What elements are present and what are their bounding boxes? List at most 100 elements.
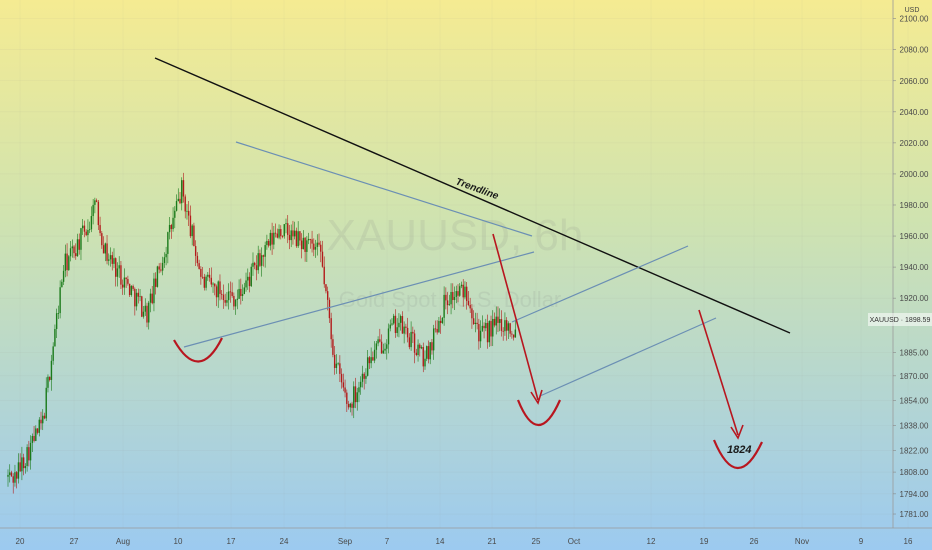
candle-body: [167, 232, 169, 254]
candle-body: [156, 266, 159, 287]
candle-body: [28, 447, 30, 461]
candle-body: [135, 292, 138, 307]
price-tick-label: 1940.00: [900, 263, 929, 272]
candle-body: [207, 274, 209, 277]
candle-body: [21, 457, 23, 472]
candle-body: [101, 233, 103, 246]
candle-body: [267, 240, 270, 246]
candle-body: [92, 204, 94, 217]
candle-body: [266, 240, 268, 246]
candle-body: [453, 296, 456, 301]
candle-body: [109, 255, 112, 260]
candle-body: [500, 319, 503, 331]
candle-body: [158, 266, 160, 270]
candle-body: [208, 274, 211, 278]
candle-body: [493, 318, 496, 326]
candle-body: [333, 354, 336, 368]
candle-body: [106, 243, 108, 261]
time-tick-label: 21: [488, 537, 497, 546]
candle-body: [121, 284, 124, 288]
candle-body: [351, 403, 353, 408]
candle-body: [38, 419, 40, 433]
candle-body: [104, 243, 106, 254]
candle-body: [52, 346, 54, 361]
candle-body: [311, 239, 313, 244]
candle-body: [174, 210, 176, 218]
candle-body: [254, 262, 256, 266]
candle-body: [332, 339, 334, 355]
candle-body: [283, 224, 285, 237]
candle-body: [285, 223, 287, 225]
candle-body: [495, 316, 497, 326]
candle-body: [238, 288, 240, 299]
candle-body: [71, 246, 73, 249]
candle-body: [168, 224, 171, 233]
price-axis[interactable]: 1781.00 1794.00 1808.00 1822.00 1838.00 1854.…: [893, 15, 929, 519]
candle-body: [248, 276, 251, 287]
price-tick-label: 1854.00: [900, 397, 929, 406]
candle-body: [146, 305, 148, 323]
candle-body: [354, 386, 357, 403]
candle-body: [323, 266, 325, 285]
time-tick-label: 27: [70, 537, 79, 546]
candle-body: [151, 293, 153, 304]
time-tick-label: 14: [436, 537, 445, 546]
grid-lines: [0, 0, 909, 528]
candle-body: [222, 294, 225, 301]
candle-body: [17, 462, 20, 479]
price-tick-label: 2060.00: [900, 77, 929, 86]
channel-upper-line: [511, 245, 689, 323]
candle-body: [231, 292, 233, 296]
candle-body: [108, 259, 110, 261]
candle-body: [455, 291, 457, 297]
candle-body: [469, 304, 471, 309]
candle-body: [186, 210, 188, 212]
candle-body: [342, 382, 345, 388]
candle-body: [94, 200, 96, 205]
price-tick-label: 1960.00: [900, 232, 929, 241]
candle-body: [406, 327, 409, 338]
candle-body: [413, 333, 416, 353]
candle-body: [297, 231, 299, 247]
candle-body: [217, 281, 219, 298]
price-tick-label: 2000.00: [900, 170, 929, 179]
candle-body: [269, 232, 272, 246]
candle-body: [271, 232, 273, 245]
candle-body: [448, 304, 451, 306]
time-tick-label: 19: [700, 537, 709, 546]
candle-body: [212, 283, 214, 285]
arrow-head-1: [530, 389, 543, 405]
time-tick-label: 10: [174, 537, 183, 546]
time-tick-label: 26: [750, 537, 759, 546]
candle-body: [120, 265, 122, 285]
candle-body: [24, 466, 27, 469]
candle-body: [31, 435, 34, 443]
bottom-arc-target: [712, 439, 763, 470]
candle-body: [278, 229, 280, 238]
candle-body: [33, 435, 35, 441]
candle-body: [434, 328, 437, 330]
candle-body: [344, 387, 346, 393]
target-label: 1824: [727, 444, 751, 456]
time-tick-label: 24: [280, 537, 289, 546]
candle-body: [499, 319, 501, 323]
time-axis[interactable]: 20 27 Aug 10 17 24 Sep 7 14 21 25 Oct 12 19 26 Nov 9 16: [16, 537, 913, 546]
candle-body: [426, 346, 428, 359]
watermark-title: XAUUSD, 6h: [327, 211, 584, 260]
candle-body: [90, 216, 93, 230]
candle-body: [35, 428, 37, 441]
time-tick-label: Aug: [116, 537, 130, 546]
candle-body: [393, 315, 395, 324]
price-tick-label: 1781.00: [900, 510, 929, 519]
candle-body: [87, 229, 89, 236]
candle-body: [88, 229, 91, 231]
candle-body: [15, 472, 18, 479]
candle-body: [226, 300, 228, 303]
candle-body: [375, 343, 378, 350]
candle-body: [280, 229, 282, 237]
candle-body: [257, 253, 259, 271]
candle-body: [127, 279, 129, 284]
candle-body: [396, 327, 398, 333]
time-tick-label: 16: [904, 537, 913, 546]
